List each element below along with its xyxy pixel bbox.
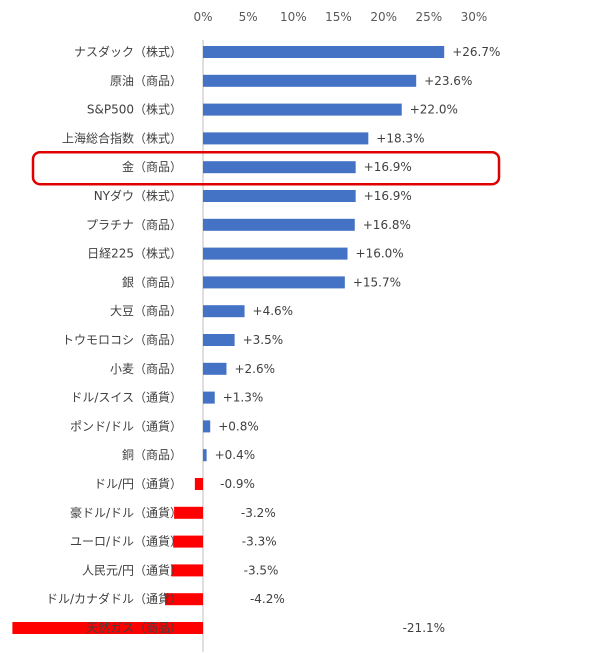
- bar: [171, 564, 203, 577]
- bar: [203, 132, 369, 145]
- category-label: ドル/スイス（通貨）: [70, 390, 182, 405]
- data-label: -21.1%: [403, 621, 445, 635]
- category-label: 上海総合指数（株式）: [62, 130, 182, 145]
- bars-group: [12, 46, 445, 634]
- bar: [203, 305, 245, 318]
- data-label: +1.3%: [223, 391, 264, 405]
- data-label: -3.3%: [242, 535, 277, 549]
- category-label: 大豆（商品）: [110, 303, 182, 318]
- data-label: -4.2%: [250, 592, 285, 606]
- data-label: +22.0%: [410, 103, 458, 117]
- highlight-box: [31, 150, 501, 186]
- x-tick-label: 20%: [370, 10, 397, 24]
- data-label: +26.7%: [452, 45, 500, 59]
- bar: [174, 506, 203, 519]
- category-label: 銅（商品）: [122, 447, 182, 462]
- bar: [173, 535, 203, 548]
- category-label: プラチナ（商品）: [86, 217, 182, 232]
- x-axis-ticks: 0% 5% 10% 15% 20% 25% 30%: [193, 10, 487, 24]
- category-label: S&P500（株式）: [87, 102, 182, 117]
- data-label: +16.9%: [364, 189, 412, 203]
- category-label: ナスダック（株式）: [74, 44, 182, 59]
- data-label: -3.2%: [241, 506, 276, 520]
- bar: [203, 74, 417, 87]
- bar: [203, 276, 345, 289]
- bar: [12, 622, 203, 634]
- category-label: トウモロコシ（商品）: [62, 332, 182, 347]
- bar: [194, 478, 203, 490]
- x-tick-label: 15%: [325, 10, 352, 24]
- bar: [203, 103, 402, 116]
- data-label: +2.6%: [234, 362, 275, 376]
- data-label: +0.8%: [218, 419, 259, 433]
- category-label: 金（商品）: [122, 159, 182, 174]
- data-label: +16.8%: [363, 218, 411, 232]
- category-label: ポンド/ドル（通貨）: [70, 418, 182, 433]
- data-labels: +26.7% +23.6% +22.0% +18.3% +16.9% +16.9% +16.…: [215, 45, 501, 635]
- data-label: +16.9%: [364, 160, 412, 174]
- x-tick-label: 5%: [239, 10, 258, 24]
- bar: [203, 161, 356, 174]
- data-label: +0.4%: [215, 448, 256, 462]
- bar: [165, 593, 203, 606]
- data-label: -0.9%: [220, 477, 255, 491]
- bar: [203, 391, 215, 404]
- category-label: 銀（商品）: [122, 274, 182, 289]
- category-label: ドル/カナダドル（通貨）: [46, 591, 182, 606]
- data-label: +15.7%: [353, 275, 401, 289]
- data-label: +18.3%: [376, 131, 424, 145]
- bar: [203, 334, 235, 346]
- data-label: +23.6%: [424, 74, 472, 88]
- category-label: ドル/円（通貨）: [94, 476, 182, 491]
- x-tick-label: 10%: [280, 10, 307, 24]
- x-tick-label: 0%: [193, 10, 212, 24]
- category-label: ユーロ/ドル（通貨）: [70, 534, 182, 549]
- data-label: +16.0%: [356, 247, 404, 261]
- data-label: -3.5%: [244, 563, 279, 577]
- bar: [203, 449, 207, 462]
- category-label: 小麦（商品）: [110, 361, 182, 376]
- category-label: NYダウ（株式）: [94, 188, 182, 203]
- category-label: 原油（商品）: [110, 73, 182, 88]
- x-tick-label: 30%: [461, 10, 488, 24]
- bar: [203, 218, 355, 231]
- category-label: 豪ドル/ドル（通貨）: [70, 505, 182, 520]
- data-label: +3.5%: [243, 333, 284, 347]
- category-label: 人民元/円（通貨）: [82, 562, 182, 577]
- bar: [203, 190, 356, 202]
- x-tick-label: 25%: [415, 10, 442, 24]
- category-label: 日経225（株式）: [87, 246, 182, 261]
- bar: [203, 46, 445, 58]
- category-label: 天然ガス（商品）: [86, 620, 182, 635]
- category-labels: ナスダック（株式） 原油（商品） S&P500（株式） 上海総合指数（株式） 金（商品）…: [46, 44, 182, 635]
- data-label: +4.6%: [253, 304, 294, 318]
- bar: [203, 420, 211, 433]
- bar: [203, 362, 227, 375]
- bar: [203, 247, 348, 260]
